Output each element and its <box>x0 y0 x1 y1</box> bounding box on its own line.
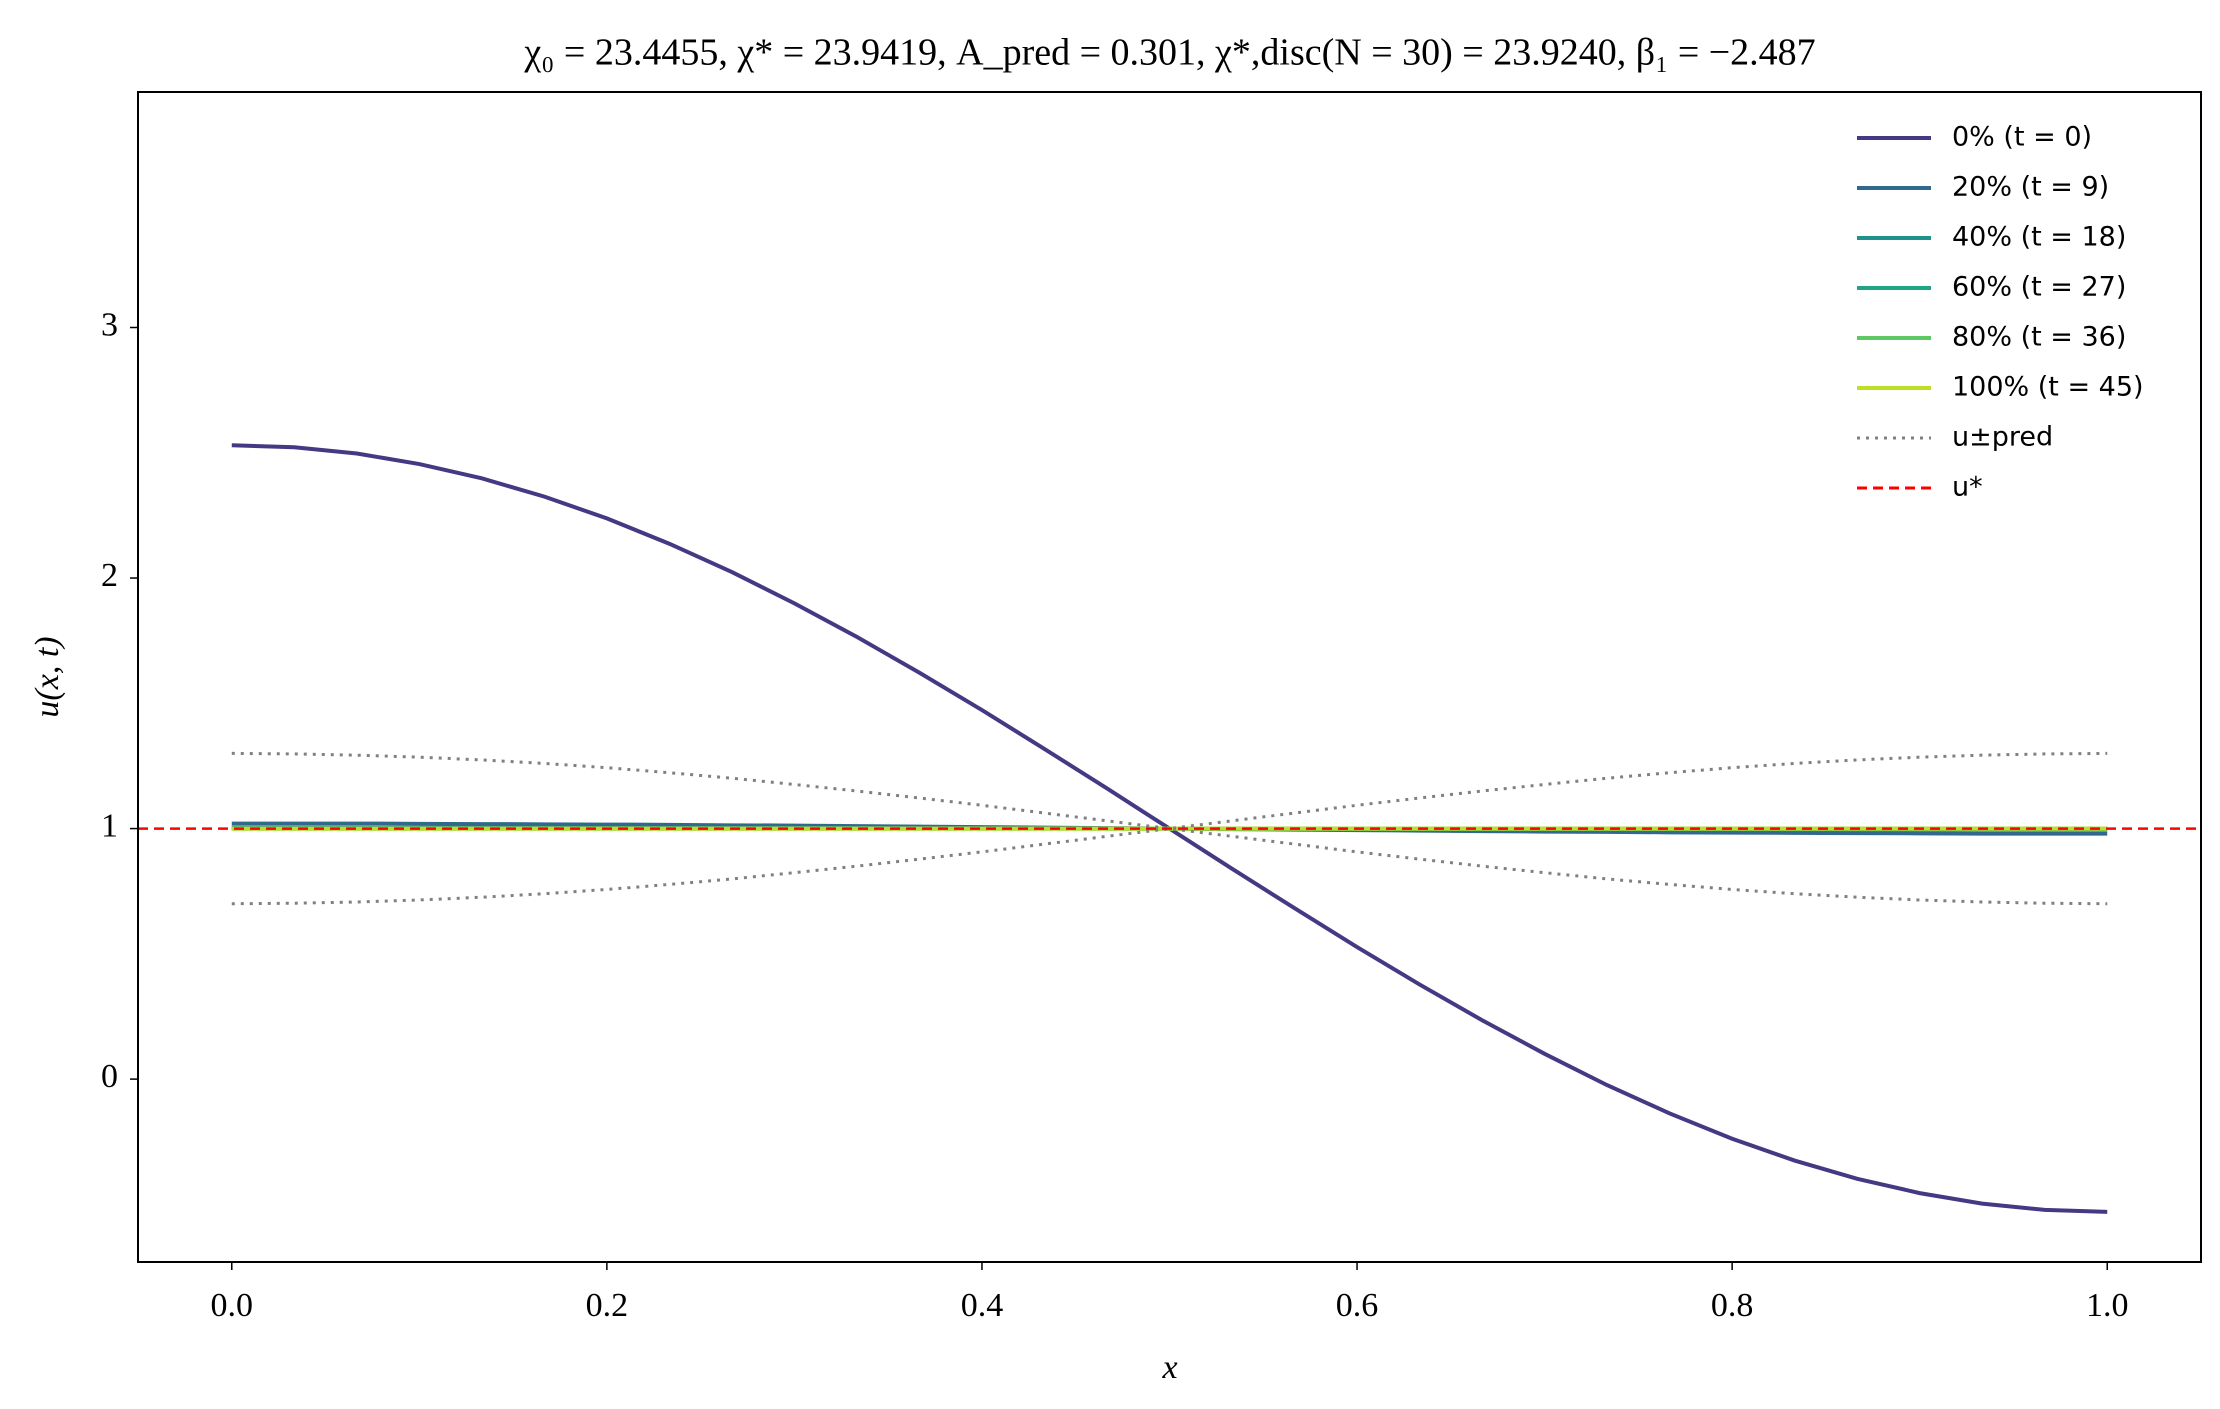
x-tick-label: 0.6 <box>1336 1287 1379 1324</box>
legend-label: 100% (t = 45) <box>1952 372 2144 403</box>
x-tick-label: 0.2 <box>586 1287 629 1324</box>
legend-label: 0% (t = 0) <box>1952 122 2092 153</box>
legend-label: 80% (t = 36) <box>1952 322 2126 353</box>
legend-label: 60% (t = 27) <box>1952 272 2126 303</box>
plot-frame <box>137 91 2202 1263</box>
y-tick-label: 3 <box>101 306 118 343</box>
y-tick-label: 1 <box>101 807 118 844</box>
y-tick-label: 2 <box>101 557 118 594</box>
chart-title: χ₀ = 23.4455, χ* = 23.9419, A_pred = 0.3… <box>523 32 1815 74</box>
legend-label: u* <box>1952 472 1983 503</box>
x-tick-label: 0.8 <box>1711 1287 1754 1324</box>
x-axis-label: x <box>1161 1349 1177 1386</box>
x-tick-label: 0.0 <box>211 1287 254 1324</box>
legend-label: 20% (t = 9) <box>1952 172 2109 203</box>
y-tick-label: 0 <box>101 1058 118 1095</box>
legend-label: u±pred <box>1952 422 2053 453</box>
legend-label: 40% (t = 18) <box>1952 222 2126 253</box>
x-tick-label: 0.4 <box>961 1287 1004 1324</box>
x-tick-label: 1.0 <box>2086 1287 2129 1324</box>
y-axis-label: u(x, t) <box>29 636 66 717</box>
